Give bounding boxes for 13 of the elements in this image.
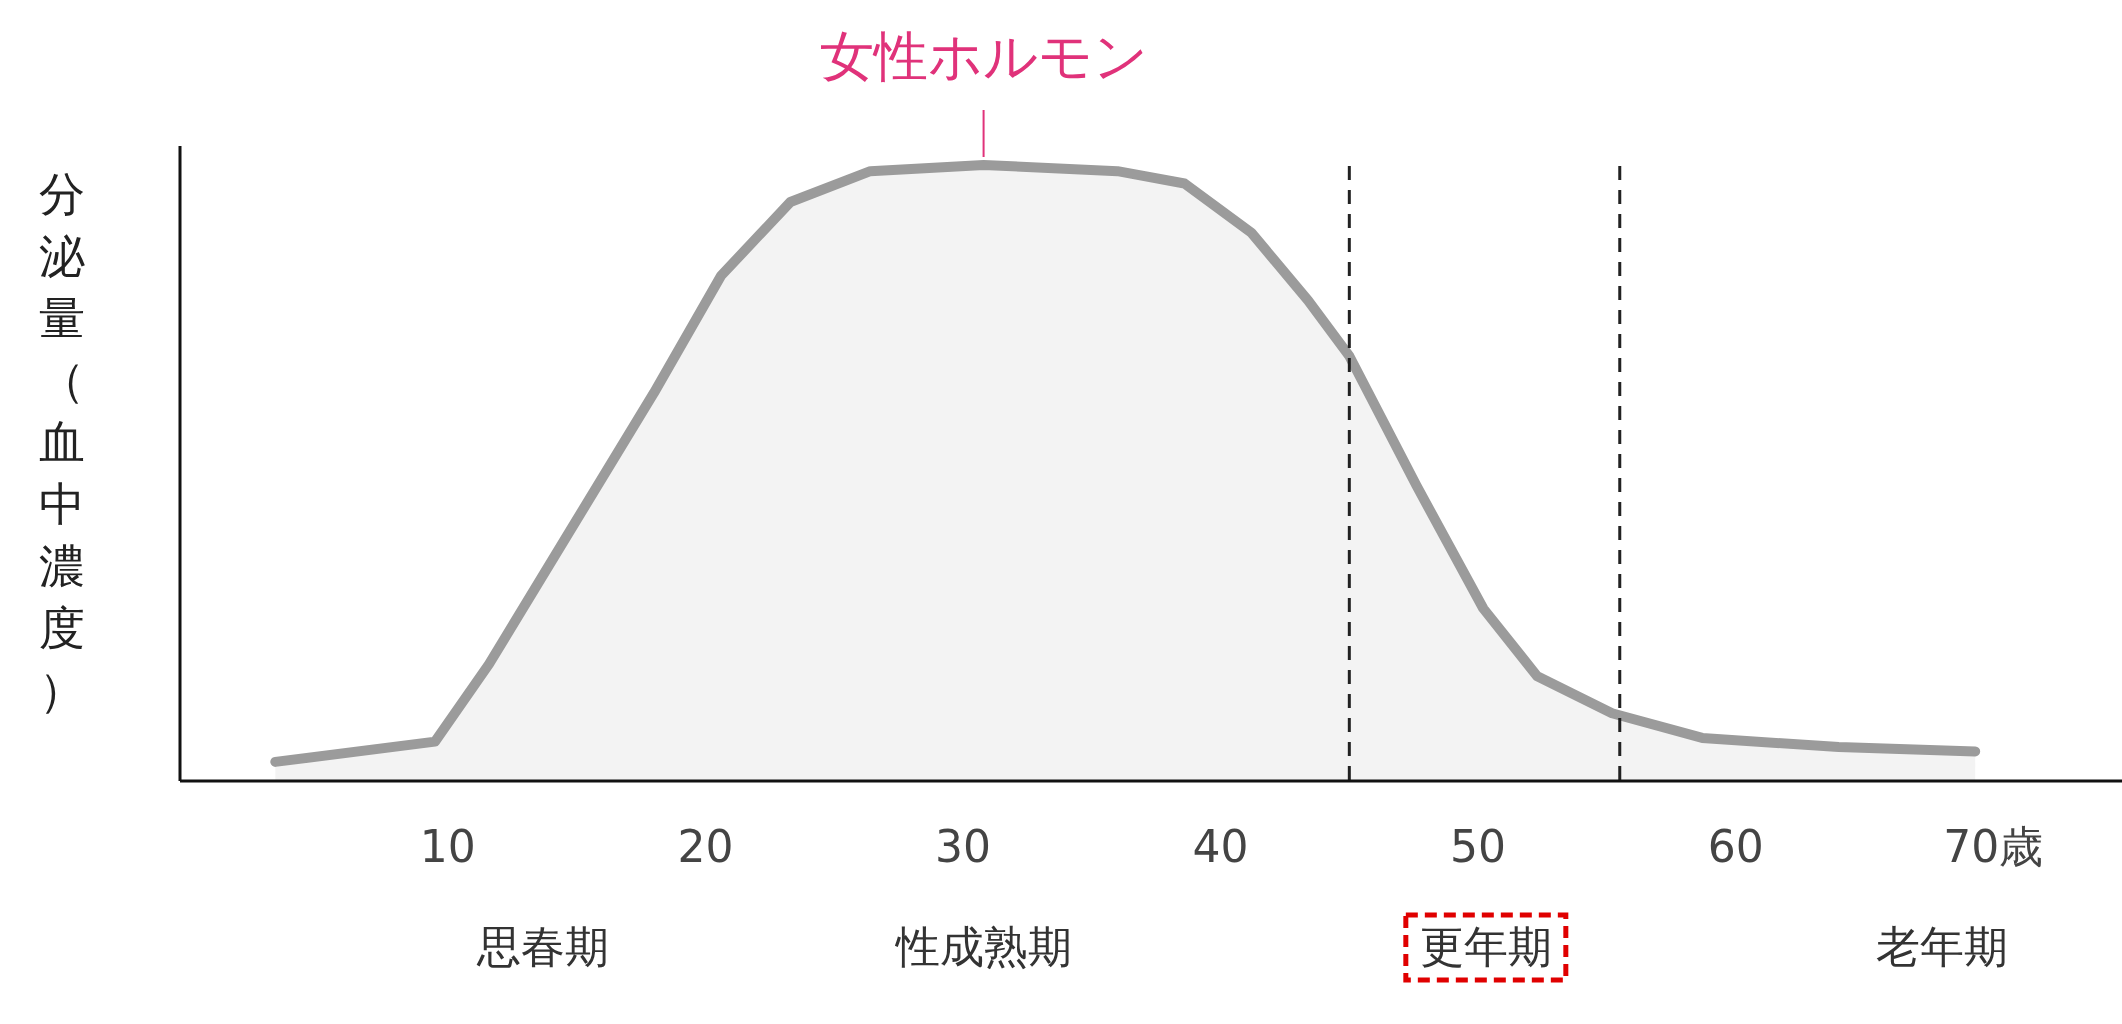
x-tick-label: 60 bbox=[1707, 821, 1764, 872]
x-tick-label: 40 bbox=[1192, 821, 1249, 872]
x-tick-label: 10 bbox=[419, 821, 476, 872]
x-tick-label: 30 bbox=[934, 821, 991, 872]
y-axis-title: 分泌量（血中濃度） bbox=[39, 167, 85, 717]
text: 老年期 bbox=[1875, 921, 2008, 972]
text: 性成熟期 bbox=[893, 921, 1072, 972]
text: 思春期 bbox=[476, 921, 610, 972]
annotation: 女性ホルモン bbox=[819, 25, 1148, 88]
text: 更年期 bbox=[1419, 921, 1552, 972]
x-tick-label: 70歳 bbox=[1943, 821, 2044, 872]
x-tick-label: 20 bbox=[677, 821, 734, 872]
x-tick-label: 50 bbox=[1450, 821, 1507, 872]
